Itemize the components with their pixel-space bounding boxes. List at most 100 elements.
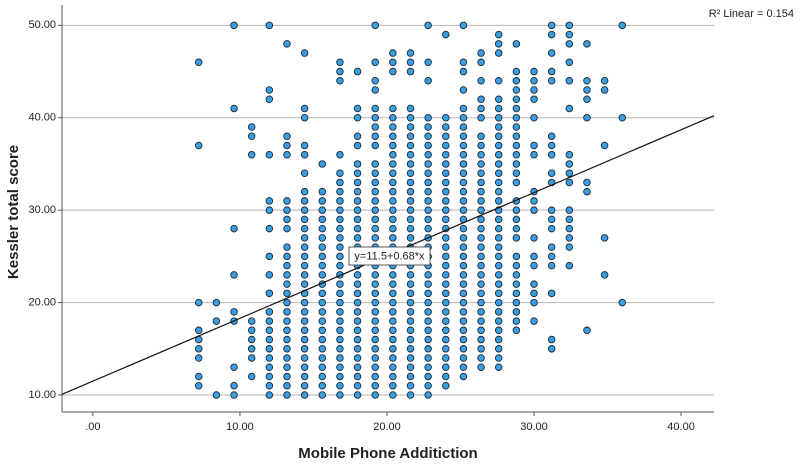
point xyxy=(336,77,344,85)
point xyxy=(389,169,397,177)
point xyxy=(459,243,468,251)
point xyxy=(406,289,415,298)
point xyxy=(283,224,291,233)
point xyxy=(424,58,432,67)
point xyxy=(424,150,432,159)
point xyxy=(247,335,256,344)
point xyxy=(512,178,521,187)
point xyxy=(618,21,626,30)
point xyxy=(406,280,415,288)
point xyxy=(353,160,362,168)
point xyxy=(459,86,468,94)
point xyxy=(547,252,556,261)
point xyxy=(512,141,521,150)
point xyxy=(547,224,556,233)
point xyxy=(459,67,468,76)
point xyxy=(389,271,397,279)
point xyxy=(389,58,397,67)
point xyxy=(371,326,379,335)
point xyxy=(247,372,256,381)
point xyxy=(300,308,309,316)
point xyxy=(442,308,450,316)
point xyxy=(494,252,503,261)
point xyxy=(336,206,344,214)
point xyxy=(230,391,238,399)
point xyxy=(494,271,503,279)
point xyxy=(442,169,450,177)
point xyxy=(494,317,503,325)
point xyxy=(195,141,203,150)
point xyxy=(494,308,503,316)
point xyxy=(283,40,291,48)
point xyxy=(336,150,344,159)
point xyxy=(547,49,556,57)
point xyxy=(371,58,379,67)
point xyxy=(300,215,309,224)
point xyxy=(442,150,450,159)
point xyxy=(477,169,485,177)
point xyxy=(336,234,344,242)
point xyxy=(477,280,485,288)
point xyxy=(547,345,556,353)
point xyxy=(389,326,397,335)
point xyxy=(265,335,274,344)
point xyxy=(494,113,503,122)
point xyxy=(389,187,397,196)
point xyxy=(442,354,450,362)
point xyxy=(459,104,468,113)
point xyxy=(424,206,432,214)
point xyxy=(283,326,291,335)
point xyxy=(265,271,274,279)
point xyxy=(494,326,503,335)
point xyxy=(353,224,362,233)
point xyxy=(442,317,450,325)
point xyxy=(459,317,468,325)
point xyxy=(265,363,274,372)
point xyxy=(547,169,556,177)
point xyxy=(406,49,415,57)
fit-label: y=11.5+0.68*x xyxy=(354,250,425,262)
point xyxy=(477,95,485,104)
point xyxy=(459,178,468,187)
point xyxy=(583,95,591,104)
point xyxy=(389,132,397,140)
point xyxy=(318,243,327,251)
point xyxy=(600,86,609,94)
point xyxy=(600,271,609,279)
point xyxy=(336,363,344,372)
point xyxy=(371,317,379,325)
point xyxy=(477,77,485,85)
point xyxy=(230,21,238,30)
point xyxy=(512,150,521,159)
point xyxy=(494,335,503,344)
point xyxy=(389,317,397,325)
point xyxy=(406,354,415,362)
point xyxy=(442,326,450,335)
point xyxy=(389,354,397,362)
point xyxy=(318,252,327,261)
point xyxy=(389,289,397,298)
point xyxy=(512,86,521,94)
point xyxy=(371,382,379,390)
y-tick-label: 50.00 xyxy=(28,19,56,31)
point xyxy=(389,67,397,76)
point xyxy=(424,141,432,150)
point xyxy=(265,150,274,159)
point xyxy=(300,224,309,233)
point xyxy=(247,132,256,140)
point xyxy=(424,113,432,122)
point xyxy=(512,113,521,122)
point xyxy=(494,234,503,242)
point xyxy=(512,77,521,85)
point xyxy=(389,391,397,399)
point xyxy=(283,206,291,214)
point xyxy=(318,345,327,353)
point xyxy=(389,224,397,233)
point xyxy=(265,206,274,214)
point xyxy=(318,187,327,196)
point xyxy=(318,215,327,224)
point xyxy=(353,187,362,196)
point xyxy=(442,382,450,390)
point xyxy=(318,298,327,307)
point xyxy=(442,206,450,214)
